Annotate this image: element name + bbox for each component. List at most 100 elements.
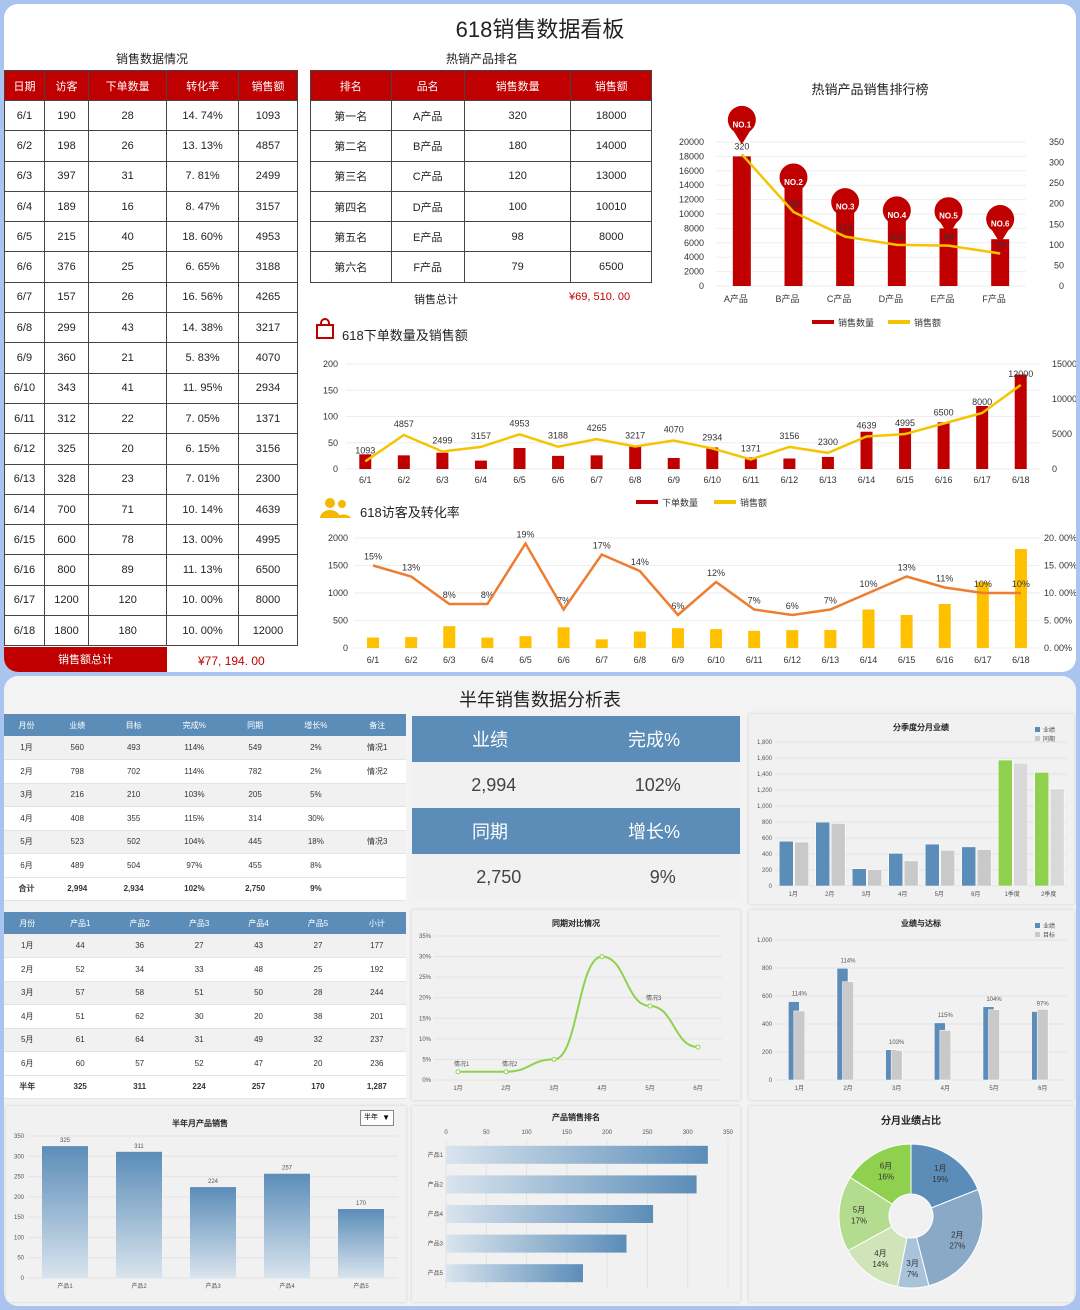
kpi-value-performance: 2,994 (471, 774, 517, 795)
hot-cell: 8000 (570, 221, 652, 253)
x-tick-label: 6/9 (667, 475, 680, 485)
period-dropdown[interactable]: 半年 ▼ (360, 1110, 394, 1126)
product-cell: 5月 (4, 1028, 51, 1052)
x-tick-label: 6/8 (634, 655, 647, 665)
x-tick-label: 产品4 (279, 1282, 295, 1290)
table-row: 6/13 328 23 7. 01% 2300 (4, 463, 299, 495)
sales-cell: 12000 (237, 615, 299, 647)
quarter-chart: 分季度分月业绩 0 200 400 600 800 1,000 1,200 1,400 1,600… (757, 722, 1067, 898)
hot-cell: 6500 (570, 251, 652, 283)
y-tick-label: 10000 (679, 209, 704, 219)
share-chart: 分月业绩占比 1月 19% 2月 27% 3月 7% 4月 14% 5月 17% 6月 16% (838, 1114, 984, 1289)
monthly-cell: 504 (105, 853, 162, 878)
slice-value: 7% (907, 1270, 919, 1279)
x-tick-label: 6/1 (367, 655, 380, 665)
data-label: 12000 (1008, 369, 1033, 379)
table-row: 第三名 C产品 120 13000 (310, 160, 652, 192)
product-cell: 6月 (4, 1051, 51, 1076)
product-cell: 177 (347, 934, 406, 958)
sales-cell: 3188 (237, 251, 299, 283)
monthly-cell: 114% (161, 736, 227, 760)
monthly-header: 同期 (226, 714, 284, 736)
sales-cell: 78 (88, 524, 168, 556)
bar (446, 1145, 708, 1164)
data-label: 8% (481, 590, 494, 600)
table-row: 6/7 157 26 16. 56% 4265 (4, 281, 299, 314)
page-title: 618销售数据看板 (455, 17, 625, 42)
monthly-cell: 523 (49, 830, 106, 854)
bar (940, 850, 955, 887)
bar (116, 1151, 162, 1278)
x-tick-label: 1月 (789, 891, 798, 898)
product-cell: 52 (169, 1051, 229, 1076)
data-label: 4639 (856, 421, 876, 431)
x-tick-label: 6/3 (436, 475, 449, 485)
product-cell: 3月 (4, 981, 51, 1005)
sales-cell: 3156 (237, 433, 299, 465)
sales-cell: 8. 47% (166, 190, 239, 223)
sales-cell: 120 (88, 584, 168, 617)
table-row: 6月 60 57 52 47 20 236 (4, 1051, 406, 1076)
monthly-cell: 560 (49, 736, 106, 760)
product-cell: 48 (228, 957, 289, 982)
table-row: 6/5 215 40 18. 60% 4953 (4, 221, 299, 253)
hot-cell: D产品 (390, 190, 465, 223)
hot-total-value: ¥69, 510. 00 (569, 291, 631, 303)
data-label: 情况1 (454, 1060, 470, 1068)
x-tick-label: 5月 (645, 1085, 654, 1092)
x-tick-label: 6/11 (742, 475, 759, 485)
y2-tick-label: 5. 00% (1044, 616, 1072, 626)
data-label: 114% (792, 992, 808, 998)
x-tick-label: 6/18 (1012, 655, 1030, 665)
sales-cell: 700 (43, 493, 90, 526)
pie-slice (910, 1143, 979, 1209)
x-tick-label: 2季度 (1041, 890, 1056, 898)
bar (1049, 788, 1065, 887)
table-row: 6/12 325 20 6. 15% 3156 (4, 433, 299, 465)
kpi-value-lastyear: 2,750 (476, 866, 522, 887)
y-tick-label: 30% (419, 955, 432, 961)
bar (976, 406, 989, 469)
x-tick-label: 5月 (989, 1085, 998, 1092)
product-cell: 237 (347, 1028, 406, 1052)
y-tick-label: 产品4 (428, 1210, 444, 1218)
bar (1014, 374, 1027, 469)
slice-label: 4月 (874, 1249, 886, 1258)
product-cell: 4月 (4, 1004, 51, 1029)
product-header: 产品4 (228, 912, 289, 934)
bar (900, 615, 913, 648)
bar (359, 454, 372, 469)
sales-cell: 6/10 (4, 372, 45, 404)
sales-cell: 6/14 (4, 493, 45, 526)
bar (629, 446, 642, 469)
y-tick-label: 400 (762, 852, 773, 858)
table-row: 第二名 B产品 180 14000 (310, 130, 652, 162)
sales-cell: 25 (88, 251, 168, 283)
bar (446, 1264, 583, 1283)
monthly-cell (348, 783, 406, 807)
y-tick-label: 100 (14, 1235, 25, 1241)
monthly-table: 月份 业绩 目标 完成% 同期 增长% 备注 1月 560 493 114% 549 2% 情况1 2月 79… (4, 714, 406, 901)
x-tick-label: 产品3 (205, 1282, 221, 1290)
bar (998, 759, 1013, 887)
sales-cell: 31 (88, 160, 168, 192)
table-row: 1月 560 493 114% 549 2% 情况1 (4, 736, 406, 760)
data-label: 6% (786, 601, 799, 611)
legend-swatch (812, 320, 834, 324)
bar (1034, 772, 1049, 887)
x-tick-label: 6/12 (784, 655, 802, 665)
table-row: 3月 216 210 103% 205 5% (4, 783, 406, 807)
hot-cell: 第三名 (310, 160, 392, 192)
hot-table: 排名 品名 销售数量 销售额 第一名 A产品 320 18000 第二名 B产品 180 14000 第… (310, 70, 652, 283)
slice-value: 14% (872, 1260, 888, 1269)
monthly-cell: 102% (161, 876, 227, 901)
monthly-cell: 2% (283, 759, 349, 784)
kpi-label-completion: 完成% (627, 730, 680, 750)
data-label: 4953 (509, 418, 529, 428)
monthly-cell: 549 (226, 736, 284, 760)
monthly-header: 备注 (348, 714, 406, 736)
y2-tick-label: 20. 00% (1044, 533, 1076, 543)
table-row: 4月 408 355 115% 314 30% (4, 806, 406, 831)
x-tick-label: 产品5 (353, 1282, 369, 1290)
bar (1036, 1009, 1049, 1081)
